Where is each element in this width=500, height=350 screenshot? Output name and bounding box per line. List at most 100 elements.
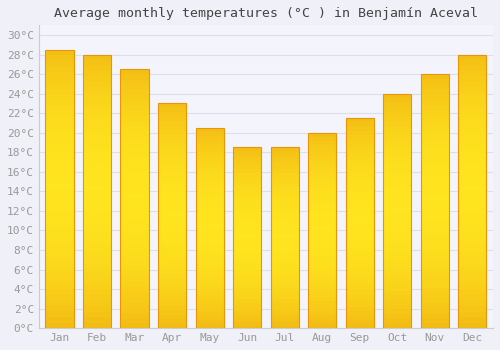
Bar: [270, 227, 299, 231]
Bar: [421, 298, 449, 303]
Bar: [308, 191, 336, 195]
Bar: [421, 318, 449, 323]
Bar: [83, 153, 111, 159]
Bar: [383, 234, 412, 239]
Bar: [158, 220, 186, 225]
Bar: [308, 211, 336, 215]
Bar: [383, 319, 412, 323]
Bar: [458, 126, 486, 131]
Bar: [308, 176, 336, 180]
Bar: [158, 301, 186, 306]
Bar: [270, 317, 299, 321]
Bar: [120, 105, 148, 111]
Bar: [270, 169, 299, 173]
Bar: [158, 175, 186, 180]
Bar: [308, 160, 336, 164]
Bar: [83, 126, 111, 131]
Bar: [270, 158, 299, 162]
Bar: [458, 186, 486, 191]
Bar: [458, 115, 486, 120]
Bar: [120, 90, 148, 95]
Bar: [46, 222, 74, 228]
Bar: [46, 312, 74, 317]
Bar: [421, 216, 449, 222]
Bar: [458, 191, 486, 197]
Bar: [270, 205, 299, 209]
Bar: [383, 305, 412, 309]
Bar: [270, 292, 299, 296]
Bar: [158, 166, 186, 171]
Bar: [196, 320, 224, 324]
Bar: [270, 173, 299, 176]
Bar: [270, 321, 299, 324]
Bar: [421, 110, 449, 115]
Bar: [270, 220, 299, 223]
Bar: [233, 288, 261, 292]
Bar: [158, 171, 186, 175]
Bar: [270, 231, 299, 234]
Bar: [46, 145, 74, 150]
Bar: [46, 50, 74, 328]
Bar: [158, 153, 186, 158]
Bar: [46, 228, 74, 233]
Bar: [83, 136, 111, 142]
Bar: [83, 306, 111, 312]
Bar: [421, 115, 449, 120]
Bar: [383, 112, 412, 117]
Bar: [421, 89, 449, 94]
Bar: [270, 248, 299, 252]
Bar: [421, 262, 449, 267]
Bar: [196, 216, 224, 220]
Bar: [233, 212, 261, 216]
Bar: [346, 156, 374, 160]
Bar: [46, 245, 74, 250]
Bar: [233, 155, 261, 158]
Bar: [383, 145, 412, 150]
Bar: [458, 164, 486, 169]
Bar: [308, 145, 336, 148]
Bar: [346, 295, 374, 299]
Bar: [383, 244, 412, 248]
Bar: [421, 226, 449, 232]
Bar: [346, 312, 374, 316]
Bar: [383, 272, 412, 276]
Bar: [270, 314, 299, 317]
Bar: [383, 155, 412, 159]
Bar: [233, 292, 261, 296]
Bar: [158, 148, 186, 153]
Bar: [346, 202, 374, 206]
Bar: [233, 220, 261, 223]
Bar: [83, 213, 111, 219]
Bar: [196, 148, 224, 152]
Bar: [308, 262, 336, 266]
Bar: [158, 117, 186, 121]
Bar: [308, 141, 336, 145]
Bar: [233, 162, 261, 166]
Bar: [383, 239, 412, 244]
Bar: [421, 105, 449, 110]
Bar: [458, 224, 486, 230]
Bar: [346, 164, 374, 169]
Bar: [458, 290, 486, 295]
Bar: [196, 188, 224, 192]
Bar: [270, 303, 299, 307]
Bar: [233, 187, 261, 191]
Bar: [383, 122, 412, 126]
Bar: [158, 184, 186, 189]
Bar: [421, 247, 449, 252]
Bar: [120, 95, 148, 100]
Bar: [46, 278, 74, 284]
Bar: [120, 199, 148, 204]
Bar: [346, 223, 374, 228]
Bar: [308, 152, 336, 156]
Bar: [270, 212, 299, 216]
Bar: [458, 235, 486, 241]
Bar: [196, 284, 224, 288]
Bar: [158, 283, 186, 288]
Bar: [46, 83, 74, 89]
Bar: [46, 89, 74, 94]
Bar: [196, 252, 224, 256]
Bar: [120, 162, 148, 168]
Bar: [120, 100, 148, 105]
Bar: [346, 316, 374, 320]
